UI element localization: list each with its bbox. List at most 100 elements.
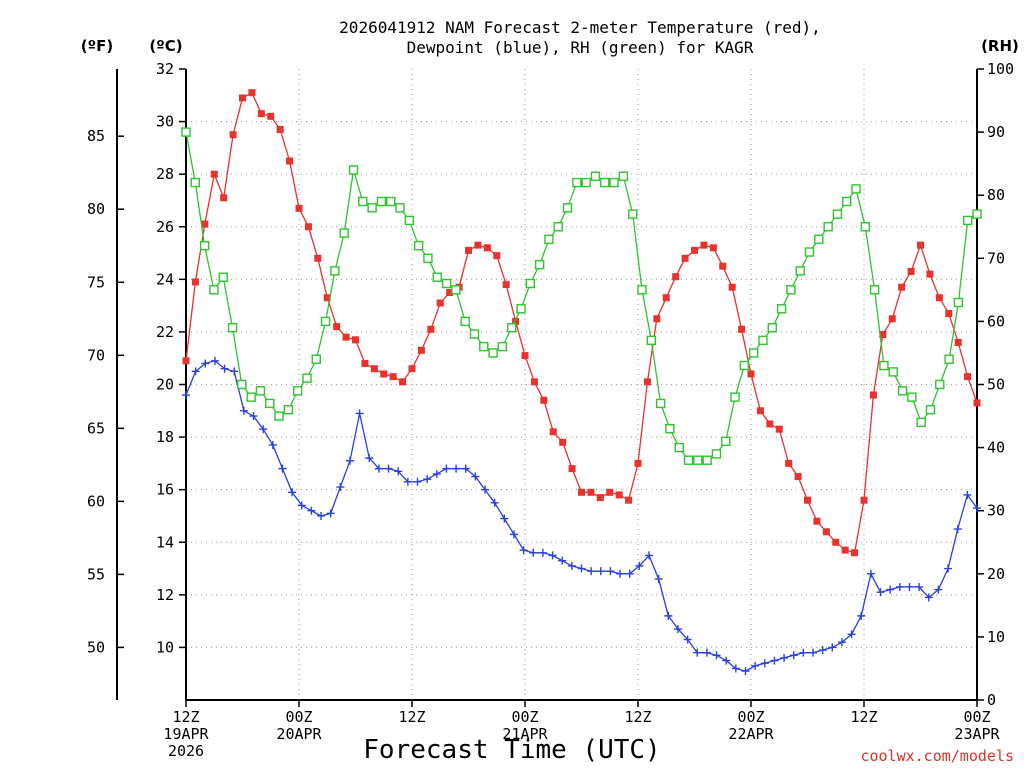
dewpoint-point	[384, 464, 393, 473]
rh-point	[497, 341, 508, 352]
rh-point	[665, 423, 675, 434]
rh-point	[209, 285, 219, 295]
dewpoint-point	[722, 656, 731, 665]
dewpoint-point	[953, 525, 962, 534]
dewpoint-point	[355, 409, 364, 418]
rh-point	[181, 127, 191, 137]
rh-point	[451, 285, 461, 295]
dewpoint-point	[818, 646, 827, 655]
temperature-point	[898, 283, 906, 291]
dewpoint-point	[625, 569, 634, 578]
dewpoint-point	[934, 585, 943, 594]
temperature-point	[606, 488, 614, 496]
rh-point	[469, 329, 480, 339]
temperature-point	[973, 399, 981, 407]
temperature-point	[295, 204, 303, 212]
temperature-point	[719, 262, 727, 270]
temperature-point	[813, 517, 821, 525]
series-line	[185, 360, 978, 672]
rh-point	[693, 455, 703, 465]
rh-tick-label: 50	[987, 376, 1005, 394]
rh-point	[339, 228, 349, 238]
rh-point	[618, 171, 629, 181]
rh-point	[711, 449, 722, 459]
celsius-axis-unit: (ºC)	[149, 37, 182, 55]
rh-point	[823, 222, 833, 232]
x-tick-label: 12Z	[398, 708, 425, 726]
x-tick-label: 19APR	[163, 725, 209, 743]
rh-point	[265, 398, 275, 409]
dewpoint-point	[490, 498, 499, 507]
rh-point	[581, 177, 591, 188]
rh-point	[218, 272, 228, 282]
temperature-point	[568, 465, 576, 473]
temperature-point	[201, 220, 209, 228]
temperature-point	[869, 391, 877, 399]
rh-point	[590, 171, 601, 181]
temperature-point	[578, 488, 585, 496]
rh-point	[869, 285, 880, 295]
x-tick-label: 12Z	[624, 708, 651, 726]
temperature-point	[512, 317, 520, 325]
rh-point	[460, 316, 470, 327]
dewpoint-point	[509, 530, 518, 539]
celsius-tick-label: 16	[156, 481, 174, 499]
rh-point	[544, 234, 554, 245]
temperature-point	[700, 241, 708, 249]
temperature-point	[935, 294, 943, 302]
temperature-point	[257, 110, 265, 118]
dewpoint-point	[799, 648, 808, 657]
rh-point	[795, 266, 805, 276]
rh-point	[646, 335, 656, 346]
chart-grid	[186, 69, 977, 700]
rh-point	[627, 209, 638, 219]
dewpoint-point	[220, 364, 229, 373]
temperature-point	[860, 496, 868, 504]
dewpoint-point	[963, 490, 972, 499]
fahrenheit-tick-label: 65	[87, 419, 105, 437]
dewpoint-point	[876, 588, 885, 597]
rh-point	[721, 436, 731, 446]
temperature-point	[643, 378, 651, 386]
dewpoint-point	[374, 464, 383, 473]
temperature-point	[286, 157, 294, 165]
temperature-point	[220, 194, 228, 202]
rh-point	[925, 405, 936, 415]
rh-point	[367, 203, 377, 213]
rh-point	[395, 203, 405, 213]
rh-tick-label: 0	[987, 691, 996, 709]
dewpoint-point	[596, 567, 605, 576]
dewpoint-point	[616, 569, 625, 578]
dewpoint-point	[471, 472, 480, 481]
temperature-point	[926, 270, 934, 278]
celsius-tick-label: 30	[156, 113, 174, 131]
dewpoint-point	[693, 648, 702, 657]
rh-point	[683, 455, 694, 465]
dewpoint-point	[886, 585, 895, 594]
temperature-point	[182, 357, 190, 365]
dewpoint-point	[857, 611, 866, 620]
dewpoint-point	[182, 391, 190, 400]
rh-point	[907, 392, 917, 402]
rh-point	[413, 240, 424, 251]
rh-point	[935, 379, 945, 390]
dewpoint-point	[500, 514, 509, 523]
dewpoint-point	[645, 551, 654, 560]
rh-point	[283, 405, 294, 415]
x-tick-label: 00Z	[737, 708, 764, 726]
rh-point	[944, 354, 954, 364]
fahrenheit-tick-label: 85	[87, 127, 105, 145]
x-tick-label: 23APR	[954, 725, 1000, 743]
x-tick-label: 00Z	[963, 708, 990, 726]
temperature-point	[662, 294, 670, 302]
rh-point	[246, 392, 256, 402]
temperature-point	[323, 294, 331, 302]
temperature-point	[879, 331, 887, 339]
temperature-point	[314, 254, 322, 262]
x-tick-label: 21APR	[502, 725, 548, 743]
temperature-point	[465, 246, 472, 254]
temperature-point	[804, 496, 811, 504]
dewpoint-point	[461, 464, 470, 473]
x-axis-label: Forecast Time (UTC)	[363, 735, 660, 765]
temperature-point	[766, 420, 774, 428]
